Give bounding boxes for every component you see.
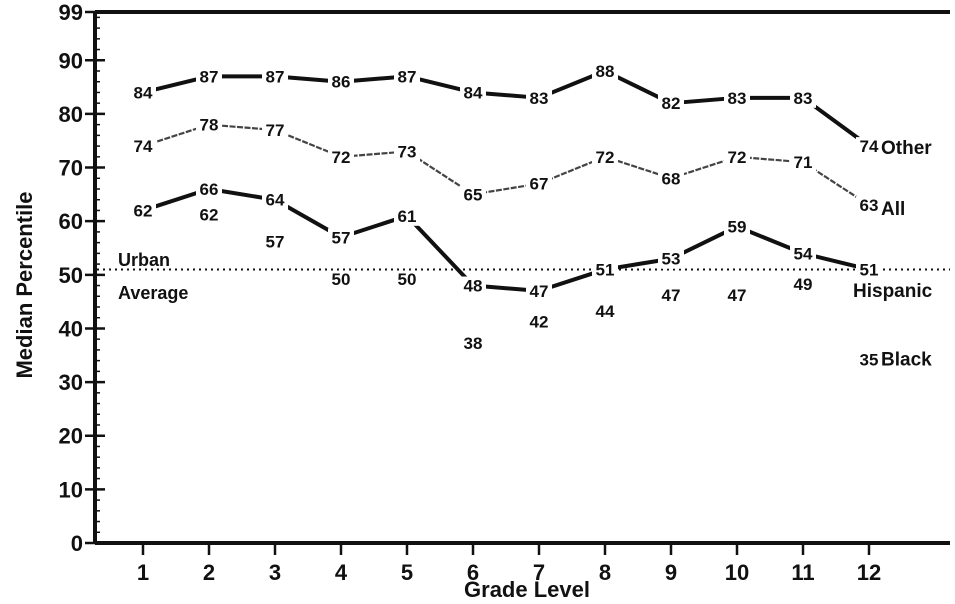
data-label-all: 72: [332, 148, 351, 167]
data-label-black: 38: [464, 334, 483, 353]
x-tick-label: 3: [269, 560, 281, 585]
data-label-hispanic: 61: [398, 207, 417, 226]
reference-label-average: Average: [118, 283, 188, 303]
y-tick-label: 80: [59, 102, 83, 127]
data-label-other: 84: [464, 83, 483, 102]
series-name-black: Black: [881, 349, 932, 370]
x-tick-label: 8: [599, 560, 611, 585]
data-label-hispanic: 57: [332, 228, 351, 247]
data-label-all: 71: [794, 153, 813, 172]
data-label-all: 72: [728, 148, 747, 167]
data-label-other: 87: [398, 67, 417, 86]
x-tick-label: 11: [791, 560, 814, 585]
x-tick-label: 1: [137, 560, 149, 585]
data-label-all: 74: [134, 137, 153, 156]
data-label-other: 86: [332, 73, 351, 92]
x-tick-label: 4: [335, 560, 348, 585]
data-label-hispanic: 48: [464, 277, 483, 296]
data-label-other: 88: [596, 62, 615, 81]
series-name-all: All: [881, 199, 905, 220]
series-line-other: [143, 71, 869, 146]
data-label-other: 87: [200, 67, 219, 86]
data-label-hispanic: 47: [530, 282, 549, 301]
y-tick-label: 50: [59, 263, 83, 288]
data-label-other: 83: [794, 89, 813, 108]
y-tick-label: 99: [59, 0, 83, 25]
y-axis-title: Median Percentile: [12, 191, 37, 378]
series-line-all: [143, 125, 869, 205]
data-label-other: 84: [134, 83, 153, 102]
data-label-hispanic: 54: [794, 244, 813, 263]
data-label-black: 35: [860, 350, 879, 369]
x-tick-label: 5: [401, 560, 413, 585]
y-tick-label: 10: [59, 477, 83, 502]
data-label-hispanic: 66: [200, 180, 219, 199]
y-tick-label: 40: [59, 316, 83, 341]
data-label-hispanic: 62: [134, 201, 153, 220]
data-label-hispanic: 59: [728, 218, 747, 237]
data-label-all: 67: [530, 175, 549, 194]
reference-label-urban: Urban: [118, 250, 170, 270]
y-tick-label: 90: [59, 48, 83, 73]
data-label-black: 62: [200, 205, 219, 224]
data-label-all: 78: [200, 116, 219, 135]
y-tick-label: 0: [71, 531, 83, 556]
series-name-hispanic: Hispanic: [853, 281, 933, 302]
data-label-black: 49: [794, 275, 813, 294]
data-label-all: 73: [398, 142, 417, 161]
data-label-other: 74: [860, 137, 879, 156]
data-label-black: 47: [662, 286, 681, 305]
data-label-black: 57: [266, 232, 285, 251]
data-label-all: 77: [266, 121, 285, 140]
data-label-black: 42: [530, 313, 549, 332]
y-tick-label: 70: [59, 156, 83, 181]
data-label-all: 63: [860, 196, 879, 215]
data-label-black: 50: [332, 270, 351, 289]
x-tick-label: 2: [203, 560, 215, 585]
series-line-hispanic: [143, 189, 869, 291]
series-lines-group: [143, 71, 869, 291]
x-axis-title: Grade Level: [464, 577, 590, 602]
data-label-black: 47: [728, 286, 747, 305]
data-label-hispanic: 53: [662, 250, 681, 269]
data-label-all: 65: [464, 185, 483, 204]
data-label-black: 44: [596, 302, 615, 321]
x-tick-label: 12: [857, 560, 881, 585]
data-label-hispanic: 64: [266, 191, 285, 210]
data-label-hispanic: 51: [860, 260, 879, 279]
data-label-black: 50: [398, 270, 417, 289]
data-label-hispanic: 51: [596, 260, 615, 279]
y-tick-label: 30: [59, 370, 83, 395]
x-tick-label: 9: [665, 560, 677, 585]
y-tick-label: 20: [59, 424, 83, 449]
data-labels-group: 84 87 87 86 87 84 83 88 82 83 83 74 74 78 77 72 73 65 67 72…: [130, 62, 933, 370]
series-name-other: Other: [881, 138, 932, 159]
data-label-other: 83: [530, 89, 549, 108]
data-label-other: 82: [662, 94, 681, 113]
x-tick-label: 10: [725, 560, 749, 585]
axes-group: 0102030405060708090991 2 3 4 5 6 7 8 9 10 11 12: [59, 0, 950, 585]
data-label-other: 83: [728, 89, 747, 108]
data-label-all: 68: [662, 169, 681, 188]
data-label-other: 87: [266, 67, 285, 86]
data-label-all: 72: [596, 148, 615, 167]
y-tick-label: 60: [59, 209, 83, 234]
